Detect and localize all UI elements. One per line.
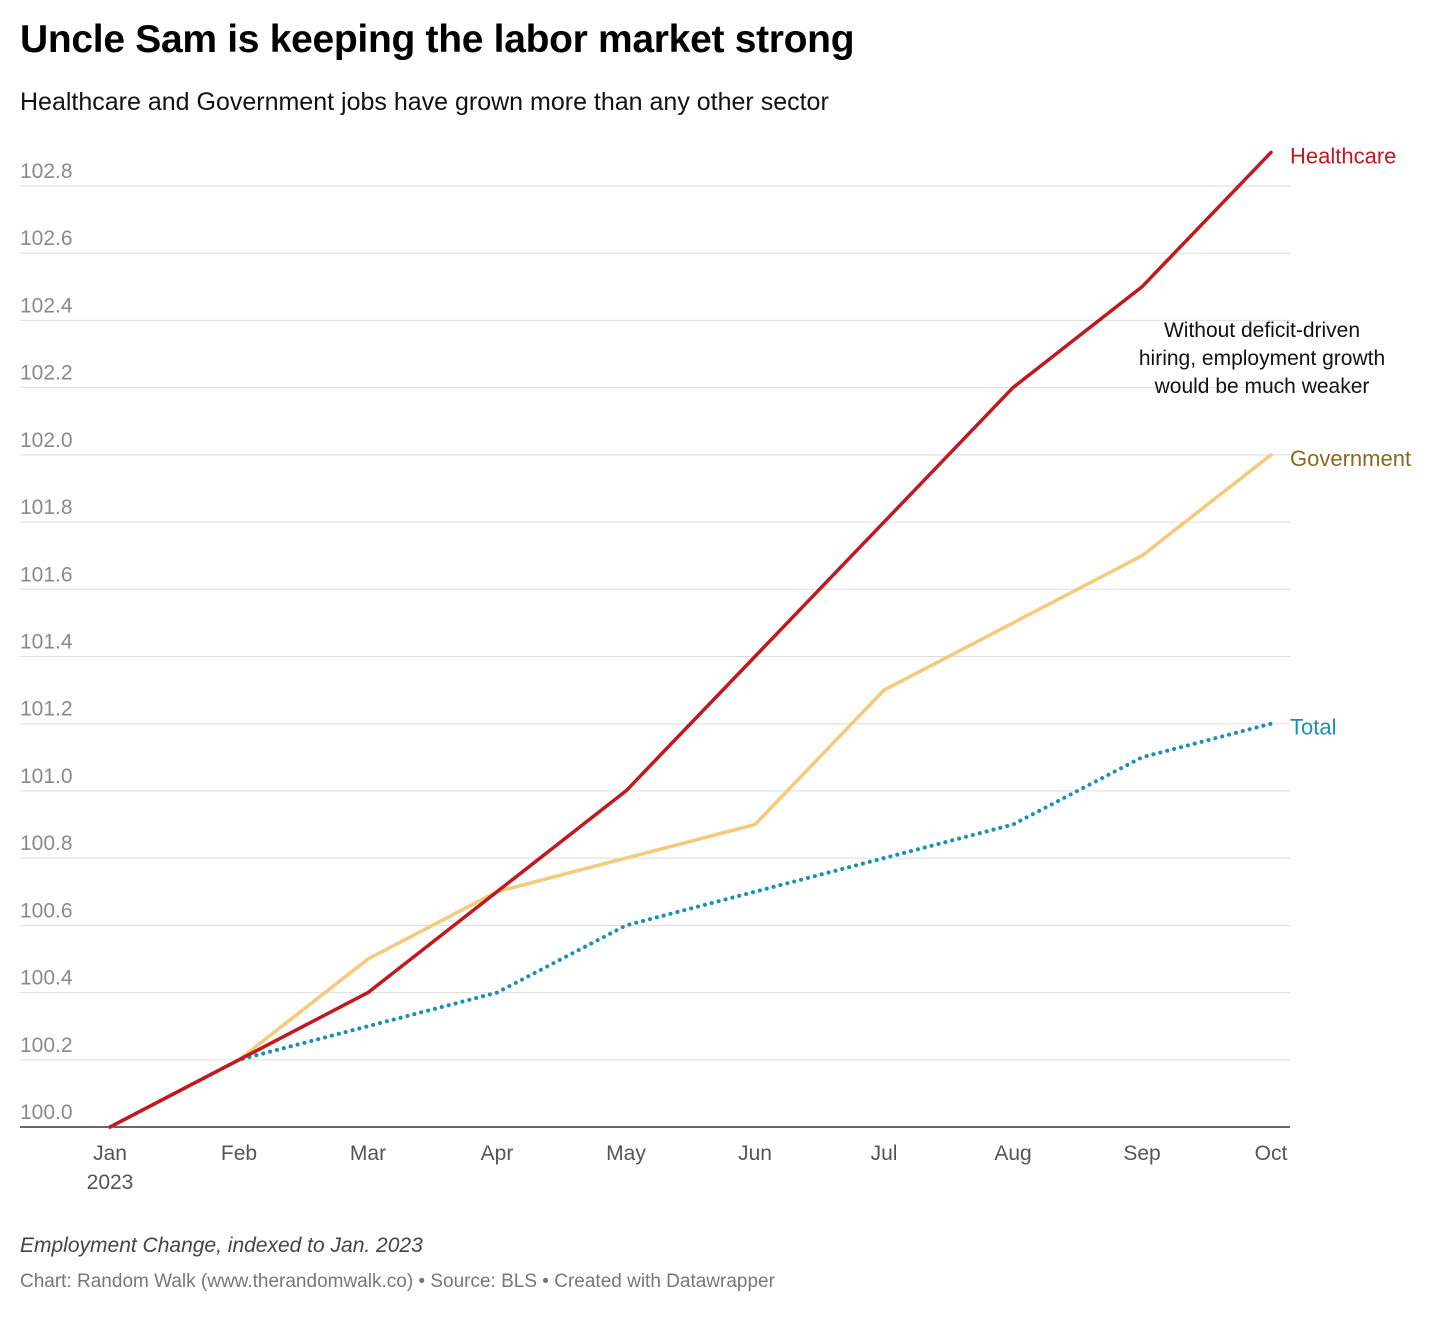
x-axis-ticks: Jan Feb Mar Apr May Jun Jul Aug Sep Oct 2023 [87,1142,1288,1194]
annotation-line: would be much weaker [1154,375,1370,398]
y-tick-label: 102.8 [20,160,73,183]
x-tick-label: Jul [871,1142,898,1165]
chart-title: Uncle Sam is keeping the labor market st… [20,18,855,61]
chart-notes: Employment Change, indexed to Jan. 2023 [20,1234,423,1257]
x-tick-label: Oct [1255,1142,1288,1165]
y-tick-label: 100.8 [20,832,73,855]
x-tick-label: Feb [221,1142,257,1165]
y-tick-label: 101.4 [20,631,73,654]
y-tick-label: 100.0 [20,1101,73,1124]
x-tick-label: May [606,1142,646,1165]
series-line-total [108,721,1273,1129]
series-label-government: Government [1290,446,1411,471]
y-tick-label: 100.4 [20,967,73,990]
y-tick-label: 101.6 [20,563,73,586]
x-tick-sublabel: 2023 [87,1171,134,1194]
annotation-line: Without deficit-driven [1164,319,1360,342]
x-tick-label: Aug [994,1142,1031,1165]
chart-subtitle: Healthcare and Government jobs have grow… [20,88,829,116]
y-axis-ticks: 100.0 100.2 100.4 100.6 100.8 101.0 101.2 101.4… [20,160,73,1124]
series-label-total: Total [1290,715,1336,740]
x-tick-label: Sep [1123,1142,1160,1165]
y-tick-label: 102.0 [20,429,73,452]
chart-credits: Chart: Random Walk (www.therandomwalk.co… [20,1271,775,1292]
series-label-healthcare: Healthcare [1290,143,1396,168]
series-lines [108,150,1273,1129]
gridlines [20,185,1290,1128]
series-line-healthcare [108,150,1273,1129]
y-tick-label: 100.2 [20,1034,73,1057]
y-tick-label: 101.8 [20,496,73,519]
y-tick-label: 101.0 [20,765,73,788]
x-tick-label: Mar [350,1142,386,1165]
y-tick-label: 100.6 [20,899,73,922]
annotation-line: hiring, employment growth [1139,347,1385,370]
y-tick-label: 102.2 [20,362,73,385]
annotation: Without deficit-driven hiring, employment… [1139,319,1385,398]
series-labels: Total Government Healthcare [1290,143,1411,739]
y-tick-label: 102.4 [20,294,73,317]
y-tick-label: 102.6 [20,227,73,250]
x-tick-label: Apr [481,1142,514,1165]
x-tick-label: Jun [738,1142,772,1165]
x-tick-label: Jan [93,1142,127,1165]
series-line-government [108,453,1273,1129]
y-tick-label: 101.2 [20,698,73,721]
